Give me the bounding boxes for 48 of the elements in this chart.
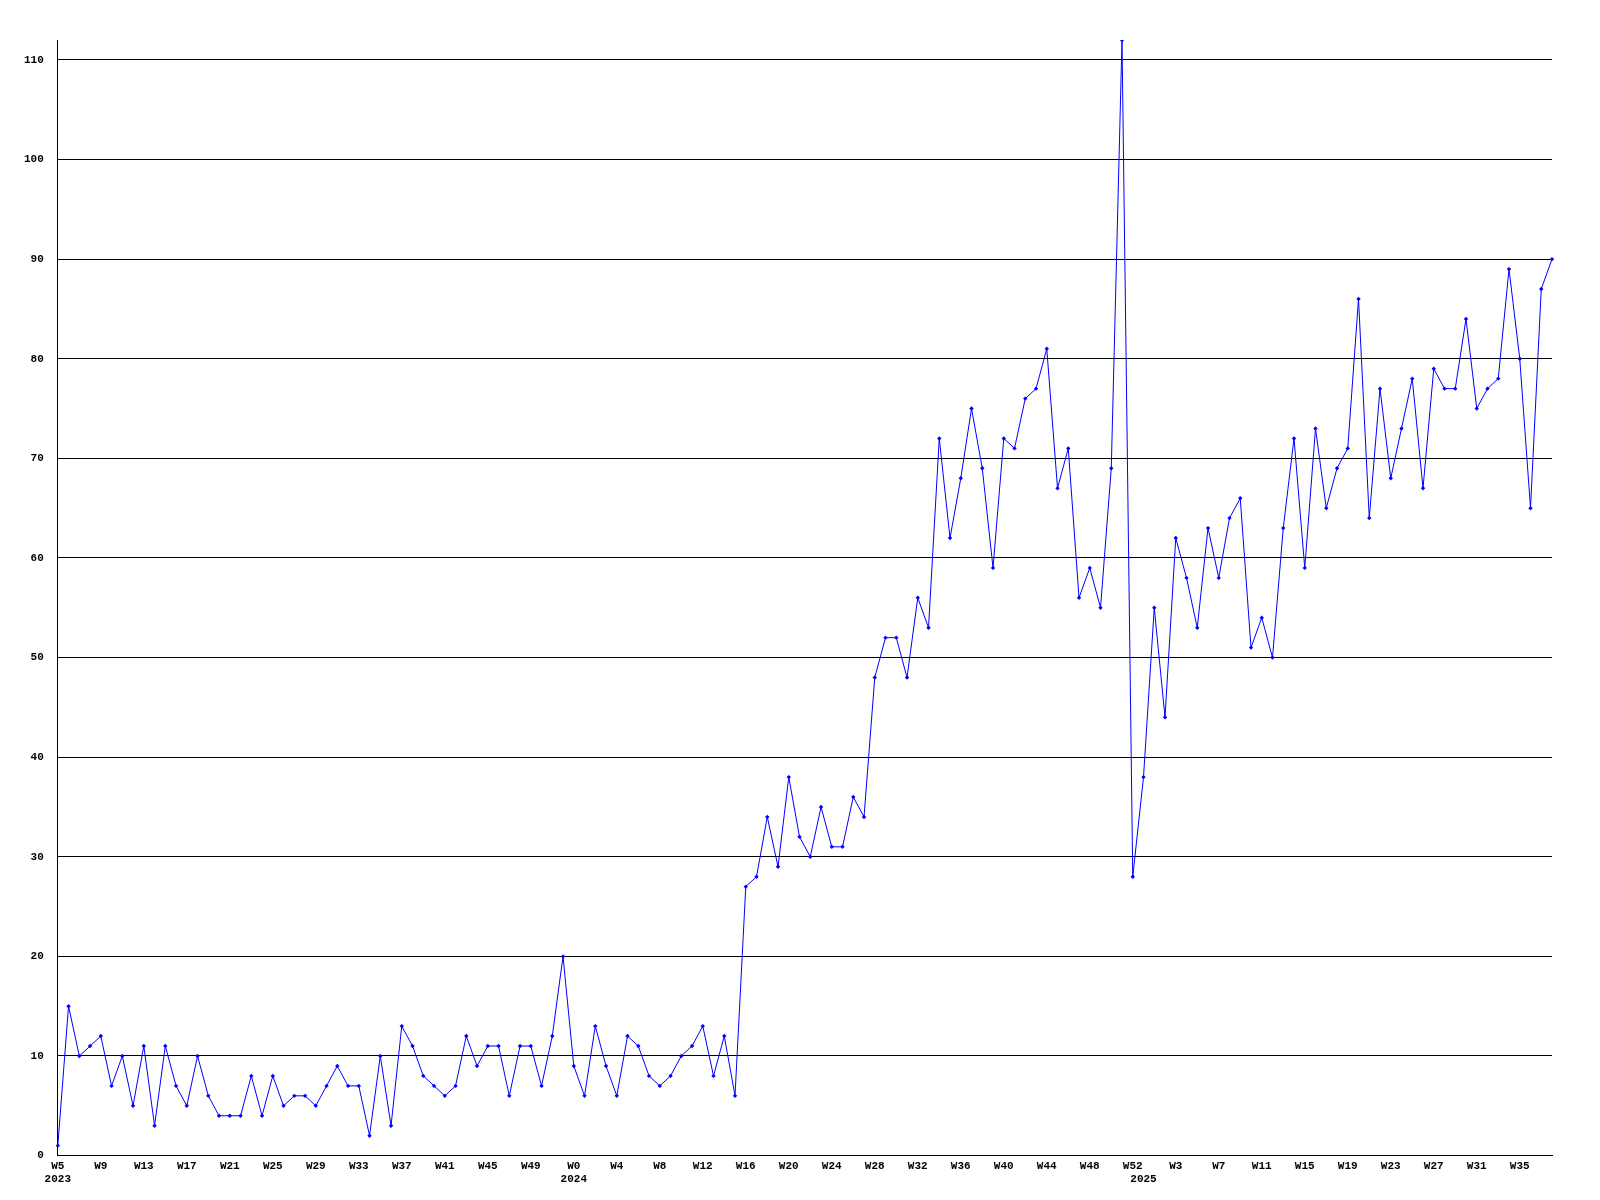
- y-tick-label: 80: [30, 352, 44, 365]
- x-tick-label: W25: [262, 1159, 284, 1172]
- x-tick-label: W16: [735, 1159, 756, 1172]
- y-tick-label: 60: [30, 551, 44, 564]
- y-tick-label: 50: [30, 651, 44, 664]
- y-tick-label: 30: [30, 850, 44, 863]
- x-tick-label: W48: [1079, 1159, 1101, 1172]
- x-tick-label: W32: [907, 1159, 928, 1172]
- x-tick-label: W17: [176, 1159, 197, 1172]
- x-tick-label: W21: [219, 1159, 241, 1172]
- x-tick-label: W40: [993, 1159, 1014, 1172]
- x-tick-label: W15: [1294, 1159, 1316, 1172]
- x-tick-label: W20: [778, 1159, 799, 1172]
- x-tick-label: W33: [348, 1159, 370, 1172]
- x-tick-label: W27: [1423, 1159, 1444, 1172]
- x-tick-label: W44: [1036, 1159, 1058, 1172]
- x-tick-label: W7: [1212, 1159, 1226, 1172]
- x-tick-label: W31: [1466, 1159, 1488, 1172]
- x-tick-label: W35: [1509, 1159, 1531, 1172]
- x-tick-label: 2025: [1130, 1173, 1158, 1186]
- y-tick-label: 0: [37, 1149, 44, 1162]
- x-tick-label: W19: [1337, 1159, 1358, 1172]
- y-tick-label: 90: [30, 252, 44, 265]
- x-tick-label: W52: [1122, 1159, 1143, 1172]
- x-tick-label: W5 2023: [44, 1159, 72, 1186]
- y-tick-label: 40: [30, 750, 44, 763]
- x-tick-label: W3: [1169, 1159, 1183, 1172]
- x-tick-label: W29: [305, 1159, 326, 1172]
- x-tick-label: W49: [520, 1159, 541, 1172]
- x-tick-label: W9: [94, 1159, 108, 1172]
- x-tick-label: W37: [391, 1159, 412, 1172]
- y-tick-label: 20: [30, 950, 44, 963]
- x-tick-label: W41: [434, 1159, 456, 1172]
- x-tick-label: W24: [821, 1159, 843, 1172]
- y-tick-label: 100: [23, 153, 44, 166]
- x-tick-label: W11: [1251, 1159, 1273, 1172]
- y-tick-label: 110: [23, 53, 44, 66]
- x-tick-label: W4: [610, 1159, 624, 1172]
- y-tick-label: 70: [30, 452, 44, 465]
- y-tick-label: 10: [30, 1049, 44, 1062]
- x-tick-label: W28: [864, 1159, 886, 1172]
- x-tick-label: W0 2024: [560, 1159, 588, 1186]
- x-tick-label: W12: [692, 1159, 713, 1172]
- x-tick-label: W45: [477, 1159, 499, 1172]
- x-tick-label: W36: [950, 1159, 971, 1172]
- x-tick-label: W13: [133, 1159, 155, 1172]
- x-tick-label: W23: [1380, 1159, 1402, 1172]
- x-tick-label: W8: [653, 1159, 667, 1172]
